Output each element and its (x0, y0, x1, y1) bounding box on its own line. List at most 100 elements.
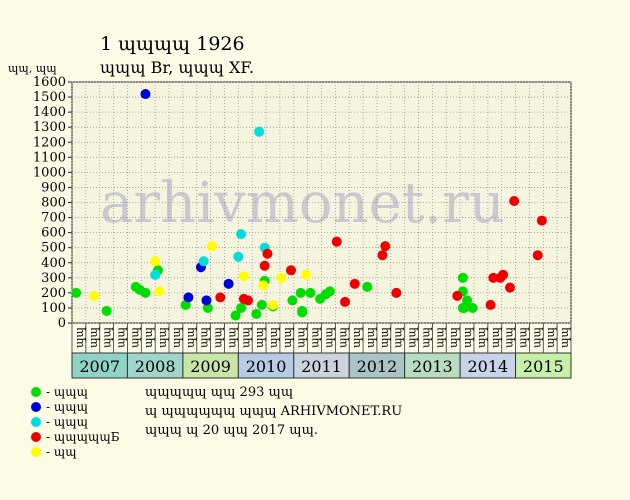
x-subtick-label: ɰɰ (212, 326, 225, 347)
x-subtick-label: ɰɰ (309, 326, 322, 347)
year-band (293, 352, 350, 379)
info-line-2: ɰ ɰɰɰɰɰɰ ɰɰɰ ARHIVMONET.RU (145, 404, 402, 419)
year-label: 2008 (135, 357, 176, 376)
data-point (183, 292, 194, 303)
y-tick-label: 500 (41, 241, 66, 256)
data-point (251, 308, 262, 319)
data-point (295, 287, 306, 298)
data-point (287, 295, 298, 306)
year-label: 2011 (301, 357, 342, 376)
x-subtick-label: ɰɰ (558, 326, 571, 347)
data-point (236, 302, 247, 313)
data-point (391, 287, 402, 298)
data-point (452, 290, 463, 301)
data-point (140, 89, 151, 100)
x-subtick-label: ɰɰ (516, 326, 529, 347)
data-point (505, 282, 516, 293)
legend-swatch (31, 432, 41, 442)
data-point (140, 287, 151, 298)
data-point (286, 265, 297, 276)
chart-title: 1 ɰɰɰɰ 1926 (100, 33, 245, 55)
data-point (349, 278, 360, 289)
y-tick-label: 300 (41, 271, 66, 286)
x-subtick-label: ɰɰ (170, 326, 183, 347)
y-tick-label: 1300 (33, 120, 66, 135)
x-subtick-label: ɰɰ (295, 326, 308, 347)
data-point (536, 215, 547, 226)
data-point (180, 299, 191, 310)
data-point (71, 287, 82, 298)
x-subtick-label: ɰɰ (530, 326, 543, 347)
data-point (301, 269, 312, 280)
x-subtick-label: ɰɰ (87, 326, 100, 347)
data-point (223, 278, 234, 289)
x-subtick-label: ɰɰ (142, 326, 155, 347)
data-point (305, 287, 316, 298)
y-tick-label: 700 (41, 211, 66, 226)
data-point (532, 250, 543, 261)
data-point (233, 251, 244, 262)
watermark: arhivmonet.ru (100, 171, 505, 236)
data-point (202, 302, 213, 313)
x-subtick-label: ɰɰ (73, 326, 86, 347)
legend-swatch (31, 417, 41, 427)
x-subtick-label: ɰɰ (253, 326, 266, 347)
x-subtick-label: ɰɰ (350, 326, 363, 347)
data-point (267, 299, 278, 310)
year-band (71, 352, 128, 379)
year-label: 2013 (412, 357, 453, 376)
data-point (215, 292, 226, 303)
legend-label: - ɰɰɰ (46, 400, 88, 414)
legend-swatch (31, 387, 41, 397)
y-tick-label: 100 (41, 301, 66, 316)
year-band (459, 352, 517, 379)
legend-swatch (31, 447, 41, 457)
legend-label: - ɰɰɰɰɰБ (46, 430, 120, 444)
data-point (362, 281, 373, 292)
x-subtick-label: ɰɰ (322, 326, 335, 347)
grid-lines (68, 81, 572, 353)
x-subtick-label: ɰɰ (489, 326, 502, 347)
year-label: 2012 (357, 357, 398, 376)
x-subtick-label: ɰɰ (364, 326, 377, 347)
data-point (485, 299, 496, 310)
y-tick-label: 800 (41, 196, 66, 211)
data-point (254, 126, 265, 137)
info-line-1: ɰɰɰɰɰ ɰɰ 293 ɰɰ (145, 385, 293, 400)
y-tick-label: 1400 (33, 105, 66, 120)
x-subtick-label: ɰɰ (128, 326, 141, 347)
y-tick-label: 1000 (33, 165, 66, 180)
year-label: 2009 (190, 357, 231, 376)
y-tick-label: 1500 (33, 90, 66, 105)
data-points (71, 89, 547, 321)
x-subtick-label: ɰɰ (225, 326, 238, 347)
data-point (276, 272, 287, 283)
x-subtick-label: ɰɰ (115, 326, 128, 347)
x-subtick-label: ɰɰ (419, 326, 432, 347)
y-tick-label: 400 (41, 256, 66, 271)
year-band (404, 352, 461, 379)
data-point (150, 256, 161, 267)
x-subtick-label: ɰɰ (461, 326, 474, 347)
info-line-3: ɰɰɰ ɰ 20 ɰɰ 2017 ɰɰ. (145, 423, 318, 438)
data-point (154, 286, 165, 297)
data-point (498, 269, 509, 280)
year-band (182, 352, 239, 379)
legend-label: - ɰɰ (46, 445, 77, 459)
y-tick-labels: 0100200300400500600700800900100011001200… (33, 75, 66, 331)
y-tick-label: 600 (41, 226, 66, 241)
x-subtick-label: ɰɰ (281, 326, 294, 347)
data-point (243, 295, 254, 306)
data-point (101, 305, 112, 316)
data-point (258, 280, 269, 291)
data-point (150, 269, 161, 280)
data-point (462, 295, 473, 306)
year-label: 2014 (467, 357, 508, 376)
x-subtick-label: ɰɰ (406, 326, 419, 347)
data-point (340, 296, 351, 307)
x-subtick-label: ɰɰ (267, 326, 280, 347)
x-subtick-label: ɰɰ (544, 326, 557, 347)
data-point (297, 307, 308, 318)
legend-swatch (31, 402, 41, 412)
legend-label: - ɰɰɰ (46, 415, 88, 429)
